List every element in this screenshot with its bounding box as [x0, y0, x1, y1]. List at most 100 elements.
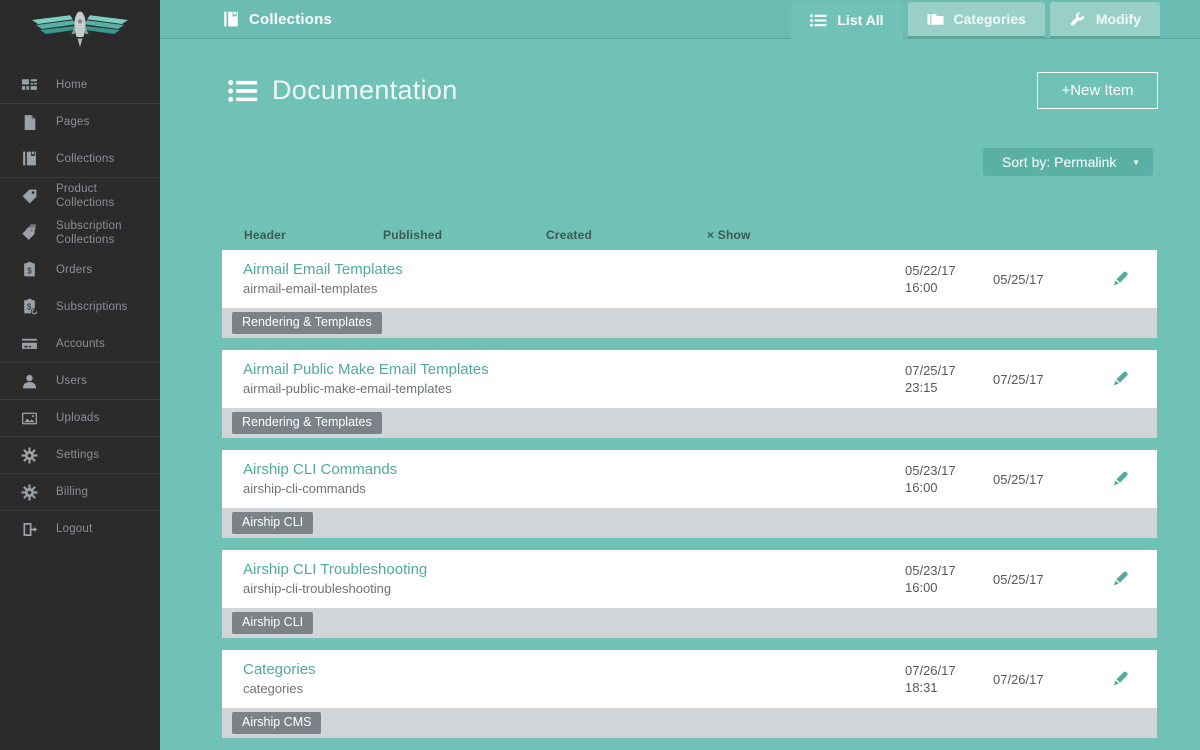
row-titles: Airship CLI Commands airship-cli-command… — [222, 460, 905, 498]
topbar: Collections List All Categories — [160, 0, 1200, 39]
sidebar-item-home[interactable]: Home — [0, 66, 160, 103]
sidebar-item-subscriptions[interactable]: $ Subscriptions — [0, 288, 160, 325]
main-area: Collections List All Categories — [160, 0, 1200, 750]
column-header: Header — [244, 228, 286, 242]
sidebar-item-label: Uploads — [56, 412, 100, 424]
created-cell: 07/25/17 — [993, 371, 1044, 387]
item-permalink: airship-cli-troubleshooting — [243, 581, 392, 596]
sidebar-item-collections[interactable]: Collections — [0, 140, 160, 177]
row-card: Airmail Email Templates airmail-email-te… — [222, 250, 1157, 308]
table-row: Categories categories 07/26/17 18:31 07/… — [222, 650, 1157, 738]
published-time: 18:31 — [905, 680, 938, 695]
sidebar-item-label: Logout — [56, 523, 93, 535]
order-clipboard-icon: $ — [21, 261, 38, 278]
sidebar: Home Pages Collections Product Collectio… — [0, 0, 160, 750]
content-area: Documentation +New Item Sort by: Permali… — [160, 39, 1200, 750]
tag-strip: Rendering & Templates — [222, 408, 1157, 438]
page-head: Documentation +New Item — [228, 72, 1158, 109]
page-title-text: Documentation — [272, 75, 458, 105]
sidebar-item-orders[interactable]: $ Orders — [0, 251, 160, 288]
row-titles: Airmail Email Templates airmail-email-te… — [222, 260, 905, 298]
chevron-down-icon: ▼ — [1132, 157, 1140, 167]
sidebar-item-settings[interactable]: Settings — [0, 436, 160, 473]
sort-dropdown[interactable]: Sort by: Permalink ▼ — [983, 148, 1153, 176]
sidebar-item-label: Subscriptions — [56, 300, 128, 313]
edit-cell — [1105, 269, 1157, 289]
category-tag[interactable]: Rendering & Templates — [232, 412, 382, 434]
sidebar-item-logout[interactable]: Logout — [0, 510, 160, 547]
edit-cell — [1105, 669, 1157, 689]
svg-text:$: $ — [27, 303, 32, 312]
sidebar-item-label: Settings — [56, 449, 100, 461]
row-titles: Airmail Public Make Email Templates airm… — [222, 360, 905, 398]
tab-label: Categories — [953, 11, 1026, 27]
sidebar-item-accounts[interactable]: Accounts — [0, 325, 160, 362]
pencil-icon[interactable] — [1110, 569, 1130, 589]
row-titles: Airship CLI Troubleshooting airship-cli-… — [222, 560, 905, 598]
sidebar-item-pages[interactable]: Pages — [0, 103, 160, 140]
published-time: 23:15 — [905, 380, 938, 395]
sidebar-item-subscription-collections[interactable]: Subscription Collections — [0, 214, 160, 251]
pencil-icon[interactable] — [1110, 669, 1130, 689]
published-date: 07/25/17 — [905, 363, 956, 378]
published-cell: 07/26/17 18:31 — [905, 662, 993, 696]
logout-icon — [21, 521, 38, 538]
pencil-icon[interactable] — [1110, 269, 1130, 289]
sort-row: Sort by: Permalink ▼ — [160, 148, 1153, 176]
created-cell: 07/26/17 — [993, 671, 1044, 687]
column-published: Published — [383, 228, 443, 242]
published-date: 07/26/17 — [905, 663, 956, 678]
tab-label: Modify — [1095, 11, 1141, 27]
item-title-link[interactable]: Airmail Email Templates — [243, 261, 403, 278]
sidebar-item-label: Users — [56, 375, 88, 387]
user-icon — [21, 373, 38, 390]
sidebar-item-billing[interactable]: Billing — [0, 473, 160, 510]
sidebar-item-label: Subscription Collections — [56, 219, 122, 246]
sidebar-item-label: Home — [56, 78, 88, 91]
airship-logo — [0, 0, 160, 52]
created-cell: 05/25/17 — [993, 271, 1044, 287]
item-permalink: airship-cli-commands — [243, 481, 366, 496]
category-tag[interactable]: Rendering & Templates — [232, 312, 382, 334]
item-title-link[interactable]: Airship CLI Troubleshooting — [243, 561, 428, 578]
gear-icon — [21, 447, 38, 464]
published-time: 16:00 — [905, 480, 938, 495]
column-show-toggle[interactable]: × Show — [707, 228, 751, 242]
tag-strip: Airship CLI — [222, 508, 1157, 538]
new-item-button[interactable]: +New Item — [1037, 72, 1158, 109]
row-card: Airship CLI Troubleshooting airship-cli-… — [222, 550, 1157, 608]
created-cell: 05/25/17 — [993, 571, 1044, 587]
item-title-link[interactable]: Airship CLI Commands — [243, 461, 398, 478]
tab-categories[interactable]: Categories — [907, 2, 1045, 36]
page-title: Documentation — [228, 75, 458, 106]
tab-bar: List All Categories Modify — [791, 1, 1160, 39]
tab-modify[interactable]: Modify — [1049, 2, 1160, 36]
category-tag[interactable]: Airship CLI — [232, 512, 314, 534]
sidebar-item-label: Collections — [56, 152, 115, 165]
image-icon — [21, 410, 38, 427]
edit-cell — [1105, 569, 1157, 589]
category-tag[interactable]: Airship CLI — [232, 612, 314, 634]
item-title-link[interactable]: Airmail Public Make Email Templates — [243, 361, 489, 378]
published-date: 05/23/17 — [905, 463, 956, 478]
sidebar-item-product-collections[interactable]: Product Collections — [0, 177, 160, 214]
sidebar-item-users[interactable]: Users — [0, 362, 160, 399]
tab-list-all[interactable]: List All — [791, 1, 903, 39]
rocket-wings-logo-icon — [32, 11, 128, 47]
tag-strip: Rendering & Templates — [222, 308, 1157, 338]
grid-icon — [21, 76, 38, 93]
pencil-icon[interactable] — [1110, 469, 1130, 489]
category-tag[interactable]: Airship CMS — [232, 712, 322, 734]
tag-strip: Airship CLI — [222, 608, 1157, 638]
table-row: Airship CLI Troubleshooting airship-cli-… — [222, 550, 1157, 638]
table-row: Airmail Public Make Email Templates airm… — [222, 350, 1157, 438]
svg-text:$: $ — [27, 266, 32, 276]
published-cell: 05/22/17 16:00 — [905, 262, 993, 296]
pencil-icon[interactable] — [1110, 369, 1130, 389]
item-permalink: airmail-public-make-email-templates — [243, 381, 452, 396]
edit-cell — [1105, 469, 1157, 489]
sidebar-item-uploads[interactable]: Uploads — [0, 399, 160, 436]
gear-icon — [21, 484, 38, 501]
item-title-link[interactable]: Categories — [243, 661, 316, 678]
collection-items-table: Header Published Created × Show Airmail … — [222, 226, 1157, 738]
